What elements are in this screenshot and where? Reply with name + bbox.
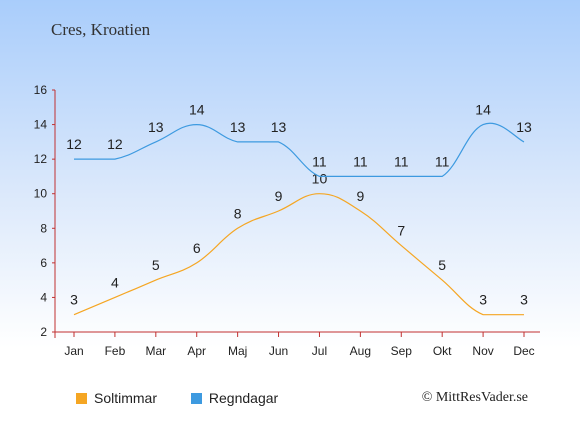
data-label: 12 <box>66 136 82 152</box>
data-label: 14 <box>475 102 491 118</box>
y-tick-label: 14 <box>34 118 48 132</box>
chart-title: Cres, Kroatien <box>51 20 151 39</box>
y-tick-label: 10 <box>34 187 48 201</box>
data-label: 13 <box>271 119 287 135</box>
data-label: 13 <box>516 119 532 135</box>
data-label: 9 <box>356 188 364 204</box>
data-label: 3 <box>70 292 78 308</box>
data-label: 4 <box>111 274 119 290</box>
series-line-rain <box>73 122 525 178</box>
y-tick-label: 8 <box>40 221 47 235</box>
x-tick-label: Feb <box>105 344 126 358</box>
x-tick-label: Jul <box>312 344 327 358</box>
data-label: 11 <box>394 153 409 169</box>
data-label: 11 <box>353 153 368 169</box>
x-tick-label: Aug <box>350 344 371 358</box>
x-tick-label: Nov <box>472 344 493 358</box>
y-tick-label: 6 <box>40 256 47 270</box>
data-label: 11 <box>312 153 327 169</box>
series-line-sun <box>73 193 524 316</box>
data-label: 6 <box>193 240 201 256</box>
data-label: 5 <box>152 257 160 273</box>
y-tick-label: 4 <box>40 290 47 304</box>
data-label: 11 <box>435 153 450 169</box>
data-label: 13 <box>230 119 246 135</box>
y-tick-label: 12 <box>34 152 48 166</box>
legend-item-rain: Regndagar <box>190 390 279 406</box>
data-label: 9 <box>275 188 283 204</box>
x-tick-label: Mar <box>145 344 166 358</box>
data-label: 5 <box>438 257 446 273</box>
data-label: 8 <box>234 205 242 221</box>
x-tick-label: Jun <box>269 344 288 358</box>
x-tick-label: Sep <box>391 344 413 358</box>
y-tick-label: 16 <box>34 83 48 97</box>
legend-label-sun: Soltimmar <box>94 390 158 406</box>
x-tick-label: Apr <box>187 344 206 358</box>
data-label: 12 <box>107 136 123 152</box>
data-label: 3 <box>520 292 528 308</box>
data-label: 7 <box>397 223 405 239</box>
data-label: 3 <box>479 292 487 308</box>
y-tick-label: 2 <box>40 325 47 339</box>
copyright-text: © MittResVader.se <box>421 390 528 405</box>
x-tick-label: Maj <box>228 344 247 358</box>
x-tick-label: Jan <box>64 344 83 358</box>
legend-swatch-sun <box>76 392 87 404</box>
legend-label-rain: Regndagar <box>208 390 279 406</box>
legend: Soltimmar Regndagar <box>76 390 308 407</box>
x-tick-label: Okt <box>433 344 452 358</box>
x-tick-label: Dec <box>513 344 534 358</box>
data-label: 14 <box>189 102 205 118</box>
legend-swatch-rain <box>190 392 202 404</box>
data-label: 13 <box>148 119 164 135</box>
legend-item-sun: Soltimmar <box>76 390 157 406</box>
